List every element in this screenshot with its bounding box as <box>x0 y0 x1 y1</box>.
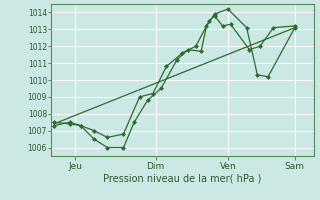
X-axis label: Pression niveau de la mer( hPa ): Pression niveau de la mer( hPa ) <box>103 173 261 183</box>
